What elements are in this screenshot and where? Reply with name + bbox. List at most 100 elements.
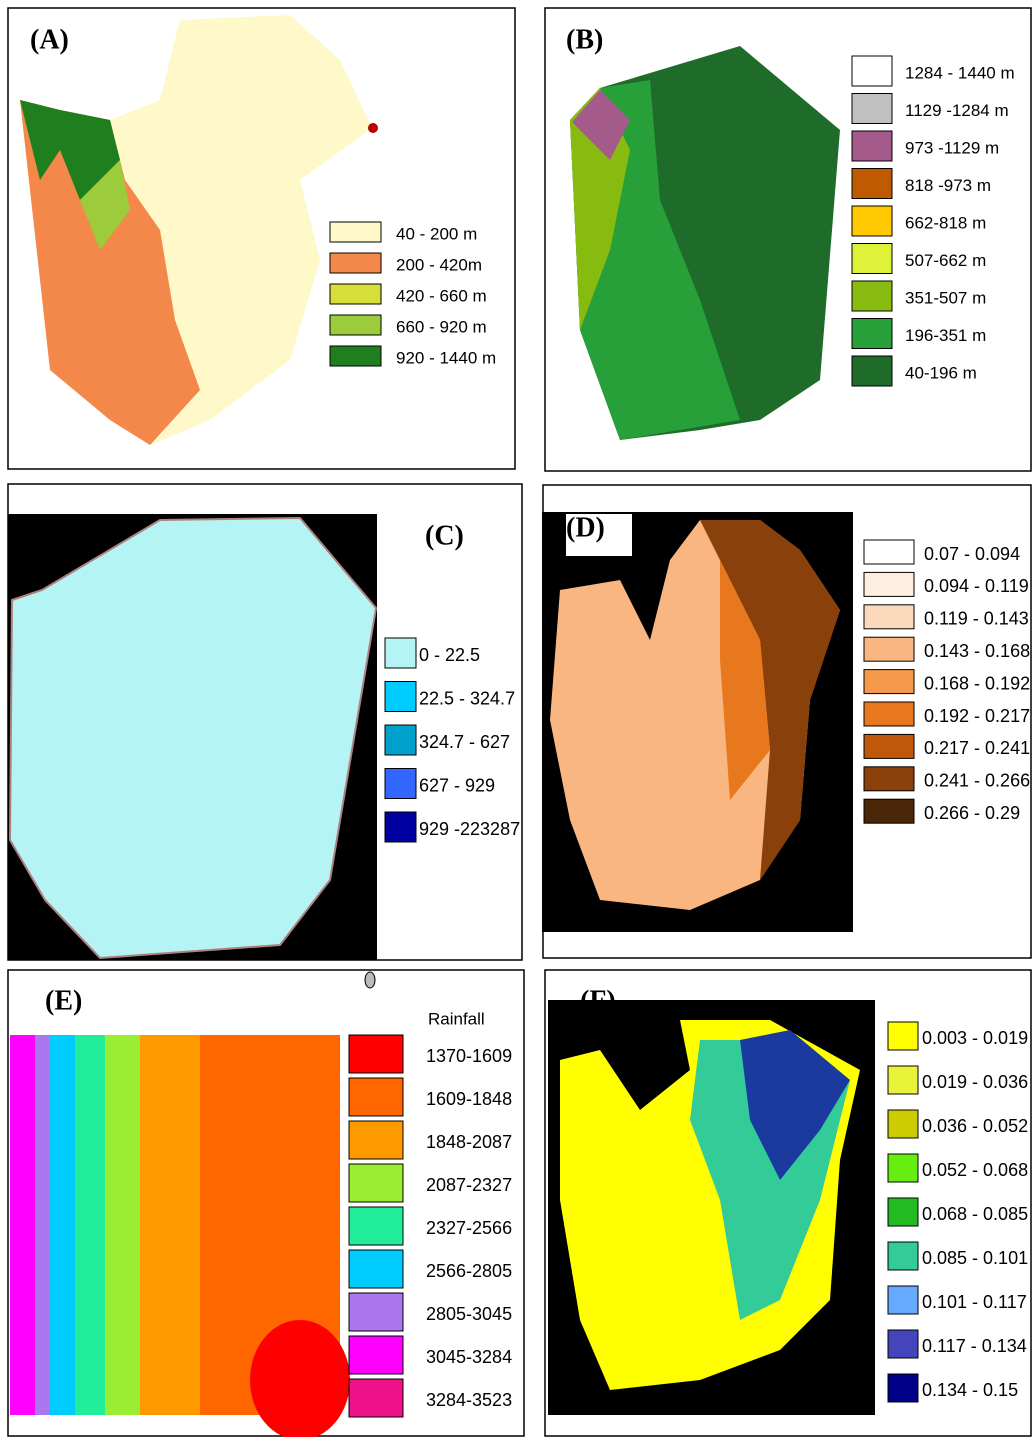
legend-swatch [888,1286,918,1314]
panel-label: (B) [566,24,603,55]
legend-swatch [349,1207,403,1245]
legend-label: 0.101 - 0.117 [922,1292,1027,1312]
legend-label: 324.7 - 627 [419,732,510,752]
legend-label: 420 - 660 m [396,286,487,305]
legend-label: 818 -973 m [905,176,991,195]
legend-swatch [385,682,416,712]
legend-label: 3045-3284 [426,1347,512,1367]
legend-swatch [864,702,914,726]
legend-swatch [888,1242,918,1270]
legend-swatch [852,206,892,236]
legend-label: 40-196 m [905,363,977,382]
legend-swatch [385,769,416,799]
legend-label: 1284 - 1440 m [905,63,1015,82]
legend-label: 3284-3523 [426,1390,512,1410]
legend-label: 1370-1609 [426,1046,512,1066]
legend-swatch [852,356,892,386]
legend-swatch [349,1250,403,1288]
map-a [20,15,378,445]
legend-label: 0.052 - 0.068 [922,1160,1028,1180]
legend-swatch [852,169,892,199]
legend-label: 200 - 420m [396,255,482,274]
legend-label: 662-818 m [905,213,986,232]
legend-swatch [864,767,914,791]
legend-swatch [852,244,892,274]
legend-swatch [349,1379,403,1417]
legend-swatch [888,1198,918,1226]
legend-label: 627 - 929 [419,775,495,795]
legend-label: 507-662 m [905,251,986,270]
legend-swatch [852,56,892,86]
legend-swatch [864,670,914,694]
legend-label: 0.019 - 0.036 [922,1072,1028,1092]
legend-label: 0.192 - 0.217 [924,706,1030,726]
legend-label: 2327-2566 [426,1218,512,1238]
legend-swatch [330,315,381,335]
legend-label: 0.085 - 0.101 [922,1248,1028,1268]
legend-swatch [888,1154,918,1182]
legend-swatch [852,94,892,124]
legend-swatch [330,284,381,304]
panel-label: (A) [30,24,69,55]
map-e [10,972,375,1437]
legend-label: 0.068 - 0.085 [922,1204,1028,1224]
legend-swatch [888,1374,918,1402]
legend-label: 0.003 - 0.019 [922,1028,1028,1048]
legend-title: Rainfall [428,1009,485,1028]
legend-label: 0.143 - 0.168 [924,641,1030,661]
legend-swatch [864,572,914,596]
legend-label: 0.119 - 0.143 [924,609,1029,629]
panel-label: (C) [425,520,464,551]
legend-label: 0.07 - 0.094 [924,544,1020,564]
legend-swatch [349,1035,403,1073]
legend-label: 2087-2327 [426,1175,512,1195]
legend-swatch [888,1022,918,1050]
legend-label: 2805-3045 [426,1304,512,1324]
map-c [8,514,377,960]
legend-label: 660 - 920 m [396,317,487,336]
legend-swatch [385,638,416,668]
legend-label: 0.117 - 0.134 [922,1336,1027,1356]
legend-label: 973 -1129 m [905,138,999,157]
legend-label: 2566-2805 [426,1261,512,1281]
legend-label: 0.134 - 0.15 [922,1380,1018,1400]
legend-swatch [852,281,892,311]
legend-label: 0.094 - 0.119 [924,576,1029,596]
legend-label: 351-507 m [905,288,986,307]
legend-label: 0.036 - 0.052 [922,1116,1028,1136]
legend-label: 0.168 - 0.192 [924,673,1030,693]
map-f [548,1000,875,1415]
legend-label: 22.5 - 324.7 [419,688,515,708]
map-b [570,46,840,440]
legend-swatch [385,725,416,755]
figure: (A)40 - 200 m200 - 420m420 - 660 m660 - … [0,0,1032,1437]
legend-swatch [864,734,914,758]
legend-swatch [330,253,381,273]
legend-label: 0.241 - 0.266 [924,771,1030,791]
legend-label: 0 - 22.5 [419,645,480,665]
legend-swatch [330,222,381,242]
legend-swatch [349,1078,403,1116]
panel-label: (F) [580,985,616,1016]
legend-label: 1848-2087 [426,1132,512,1152]
legend-label: 920 - 1440 m [396,348,496,367]
legend-swatch [349,1336,403,1374]
legend-swatch [349,1164,403,1202]
panel-label: (E) [45,985,82,1016]
legend-swatch [888,1330,918,1358]
legend-swatch [864,540,914,564]
legend-swatch [864,605,914,629]
legend-swatch [864,799,914,823]
legend-swatch [385,812,416,842]
legend-swatch [349,1121,403,1159]
legend-swatch [349,1293,403,1331]
legend-swatch [888,1110,918,1138]
legend-swatch [864,637,914,661]
legend-label: 0.217 - 0.241 [924,738,1030,758]
map-d [542,512,853,932]
legend-label: 929 -223287 [419,819,520,839]
panel-label: (D) [566,512,605,543]
legend-swatch [888,1066,918,1094]
legend-swatch [852,319,892,349]
legend-label: 1609-1848 [426,1089,512,1109]
